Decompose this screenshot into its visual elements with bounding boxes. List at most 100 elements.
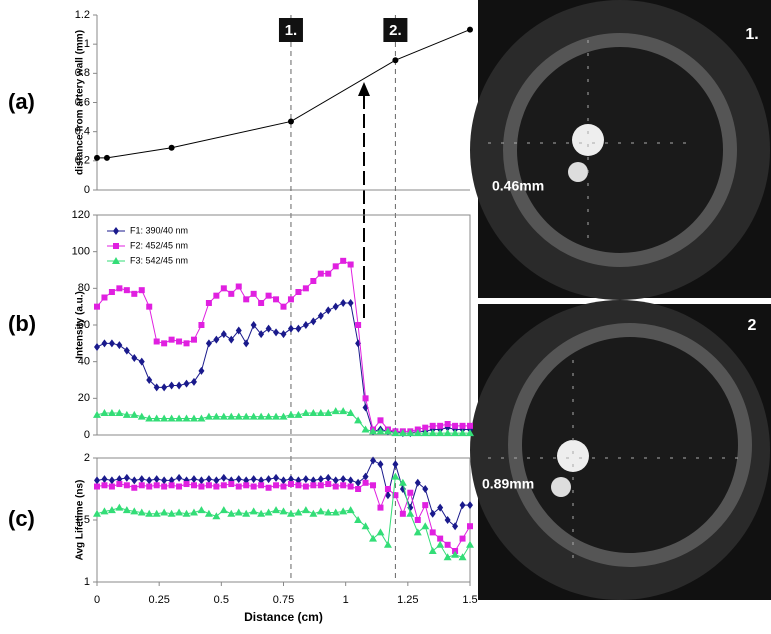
- lumen: [503, 33, 737, 267]
- marker: [258, 300, 265, 306]
- marker: [235, 283, 242, 290]
- marker: [287, 324, 294, 333]
- marker: [116, 481, 123, 488]
- marker: [317, 270, 324, 277]
- marker: [198, 483, 205, 490]
- x-tick-label: 1: [343, 594, 349, 606]
- panel-label: (c): [8, 506, 35, 531]
- catheter: [572, 124, 604, 156]
- marker: [324, 508, 333, 516]
- lumen: [508, 323, 752, 567]
- marker: [115, 409, 124, 416]
- marker: [153, 338, 160, 345]
- marker: [407, 489, 414, 496]
- marker: [295, 324, 302, 333]
- marker: [123, 346, 130, 355]
- marker: [198, 366, 205, 375]
- y-tick-label: 0.6: [75, 96, 90, 108]
- marker: [197, 506, 206, 514]
- marker: [286, 509, 295, 517]
- marker: [273, 328, 280, 337]
- marker: [153, 475, 160, 484]
- image-label: 2: [748, 317, 757, 334]
- marker: [370, 482, 377, 489]
- marker: [302, 483, 309, 490]
- marker: [100, 409, 109, 416]
- marker: [422, 485, 429, 493]
- marker: [153, 383, 160, 392]
- y-tick-label: 1: [84, 38, 90, 50]
- marker: [176, 338, 183, 345]
- marker: [355, 486, 362, 492]
- marker: [250, 483, 257, 490]
- marker: [228, 335, 235, 344]
- marker: [279, 507, 288, 515]
- marker: [264, 508, 273, 516]
- marker: [354, 416, 363, 424]
- marker: [362, 472, 369, 481]
- marker: [122, 506, 131, 514]
- marker: [198, 322, 205, 328]
- marker: [325, 306, 332, 315]
- y-tick-label: 1.5: [75, 514, 90, 526]
- marker: [243, 339, 250, 348]
- marker: [391, 429, 400, 437]
- marker: [138, 287, 145, 294]
- marker: [235, 326, 242, 335]
- marker: [354, 516, 363, 523]
- marker: [190, 336, 197, 343]
- marker: [355, 322, 362, 328]
- marker: [451, 550, 460, 558]
- marker: [264, 412, 273, 420]
- marker: [436, 540, 445, 548]
- marker: [250, 321, 257, 329]
- y-tick-label: 80: [78, 282, 90, 294]
- legend-label: F2: 452/45 nm: [130, 240, 188, 250]
- marker: [437, 535, 444, 542]
- marker: [205, 339, 212, 348]
- marker: [107, 409, 116, 416]
- marker: [137, 508, 146, 516]
- marker: [340, 257, 347, 264]
- marker: [168, 144, 175, 151]
- marker: [108, 339, 115, 348]
- marker: [101, 482, 108, 489]
- marker: [182, 509, 191, 517]
- y-tick-label: 0.2: [75, 155, 90, 167]
- marker: [272, 412, 281, 420]
- marker: [429, 509, 436, 518]
- marker: [228, 290, 235, 297]
- marker: [146, 376, 153, 384]
- marker: [421, 522, 430, 530]
- marker: [279, 412, 288, 420]
- marker: [309, 409, 318, 416]
- marker: [123, 287, 130, 294]
- marker: [429, 529, 436, 536]
- marker: [161, 340, 168, 347]
- marker: [383, 540, 392, 548]
- marker: [219, 506, 228, 514]
- x-tick-label: 0.5: [214, 594, 229, 606]
- marker: [398, 429, 407, 437]
- marker: [347, 299, 354, 307]
- marker: [250, 290, 257, 297]
- marker: [131, 476, 138, 485]
- marker: [339, 407, 348, 415]
- marker: [273, 296, 280, 303]
- marker: [204, 509, 213, 517]
- marker: [324, 409, 333, 416]
- marker: [428, 429, 437, 437]
- marker: [94, 343, 100, 351]
- marker: [131, 354, 138, 362]
- marker: [122, 410, 131, 418]
- marker: [113, 227, 119, 235]
- us-image-2: 2 0.89mm: [470, 300, 771, 600]
- marker: [302, 475, 309, 484]
- marker: [219, 412, 228, 420]
- marker: [138, 475, 145, 484]
- marker: [182, 414, 191, 422]
- marker: [466, 429, 474, 437]
- marker: [258, 330, 265, 339]
- marker: [205, 482, 212, 489]
- marker: [361, 522, 370, 530]
